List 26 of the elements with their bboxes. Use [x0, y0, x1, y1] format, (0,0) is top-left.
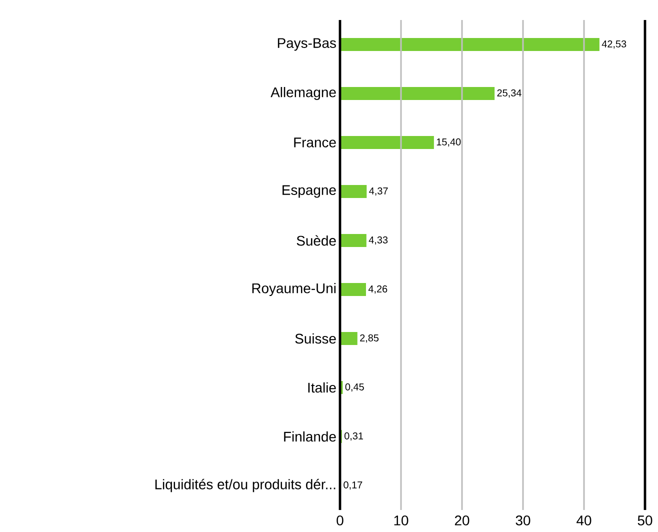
y-tick-label: Suisse	[295, 333, 336, 344]
data-label: 4,33	[368, 236, 388, 245]
y-tick-label: Espagne	[282, 185, 336, 198]
data-label: 4,37	[369, 187, 388, 196]
y-tick-label: France	[294, 138, 336, 148]
data-label: 0,45	[345, 383, 364, 392]
data-label: 0,17	[344, 481, 362, 490]
data-label: 0,31	[344, 432, 364, 441]
y-tick-label: Finlande	[284, 431, 336, 442]
y-tick-label: Suède	[296, 235, 336, 246]
data-label: 15,40	[436, 138, 461, 147]
data-label: 25,34	[497, 89, 522, 98]
x-tick-label: 20	[454, 516, 470, 526]
x-tick-label: 10	[394, 516, 408, 526]
x-tick-label: 40	[576, 516, 592, 526]
x-tick-label: 30	[516, 516, 530, 526]
x-tick-label: 0	[336, 516, 344, 526]
y-tick-label: Pays-Bas	[278, 38, 336, 51]
y-tick-label: Liquidités et/ou produits dér...	[155, 478, 336, 492]
y-tick-label: Italie	[308, 382, 336, 393]
y-tick-label: Royaume-Uni	[252, 283, 336, 296]
data-label: 4,26	[368, 285, 388, 294]
data-label: 42,53	[602, 40, 626, 49]
x-tick-label: 50	[638, 516, 652, 526]
y-tick-label: Allemagne	[270, 87, 336, 100]
data-label: 2,85	[360, 334, 379, 343]
